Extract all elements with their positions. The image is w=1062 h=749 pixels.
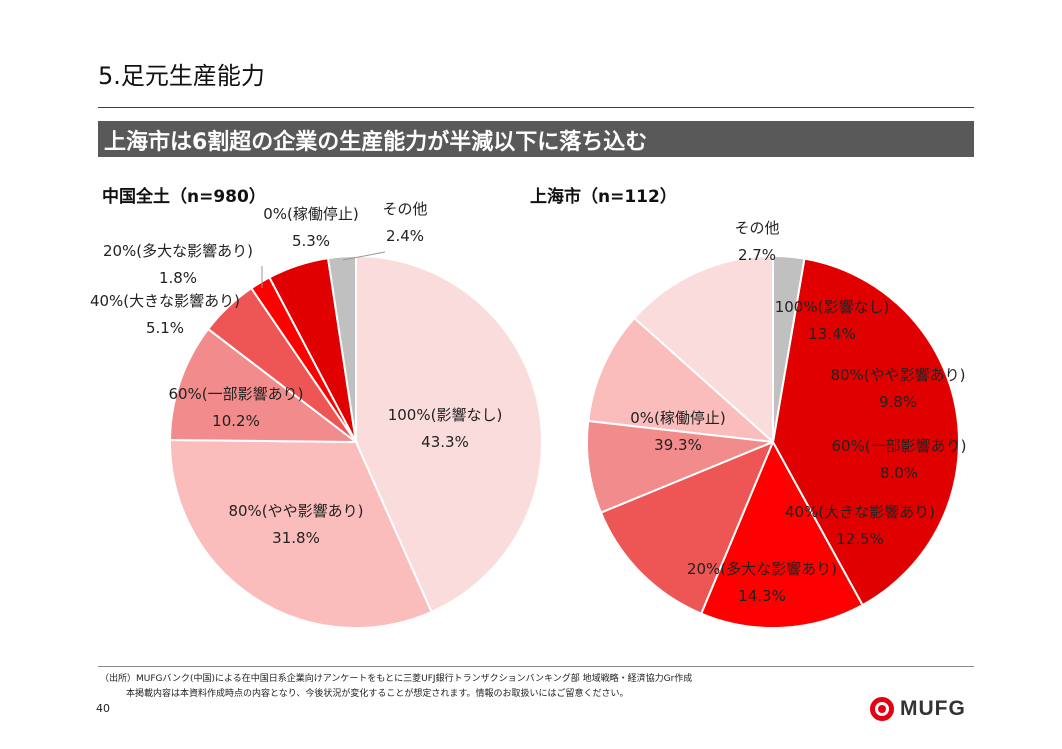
slice-value-label: 12.5% — [836, 530, 884, 548]
pie-slice — [168, 327, 359, 444]
slice-category-label: 40%(大きな影響あり) — [785, 503, 935, 521]
slice-value-label: 1.8% — [159, 269, 197, 287]
slice-value-label: 2.4% — [386, 227, 424, 245]
slice-category-label: 80%(やや影響あり) — [830, 366, 965, 384]
pie-slice — [586, 419, 774, 514]
slice-category-label: 20%(多大な影響あり) — [103, 242, 253, 260]
slice-category-label: 20%(多大な影響あり) — [687, 560, 837, 578]
pie-slice — [355, 254, 544, 614]
slice-value-label: 5.1% — [146, 319, 184, 337]
slice-category-label: 100%(影響なし) — [775, 298, 890, 316]
title-divider — [98, 107, 974, 108]
slice-value-label: 31.8% — [272, 529, 320, 547]
slice-value-label: 13.4% — [808, 325, 856, 343]
slice-category-label: 80%(やや影響あり) — [228, 502, 363, 520]
slice-value-label: 39.3% — [654, 436, 702, 454]
footer-divider — [98, 666, 974, 667]
mufg-logo: MUFG — [870, 696, 970, 722]
pie-slice — [587, 316, 777, 444]
headline-text: 上海市は6割超の企業の生産能力が半減以下に落ち込む — [104, 130, 648, 155]
pie-slice — [632, 254, 774, 445]
slice-category-label: 100%(影響なし) — [388, 406, 503, 424]
slice-value-label: 2.7% — [738, 246, 776, 264]
pie-slice — [699, 439, 864, 629]
pie-slice — [772, 254, 806, 443]
slice-category-label: 0%(稼働停止) — [263, 205, 359, 223]
headline-banner: 上海市は6割超の企業の生産能力が半減以下に落ち込む — [98, 121, 974, 157]
slice-value-label: 5.3% — [292, 232, 330, 250]
mufg-logo-text: MUFG — [900, 697, 966, 720]
slice-value-label: 8.0% — [880, 464, 918, 482]
slice-category-label: 40%(大きな影響あり) — [90, 292, 240, 310]
pie-slice — [599, 440, 775, 615]
page-number: 40 — [96, 702, 110, 715]
mufg-logo-icon — [870, 697, 894, 721]
slice-category-label: 60%(一部影響あり) — [831, 437, 966, 455]
source-note: （出所）MUFGバンク(中国)による在中国日系企業向けアンケートをもとに三菱UF… — [100, 674, 693, 684]
slice-value-label: 9.8% — [879, 393, 917, 411]
slice-value-label: 14.3% — [738, 587, 786, 605]
slice-category-label: 0%(稼働停止) — [630, 409, 726, 427]
slice-category-label: その他 — [734, 219, 779, 237]
pie-slice — [169, 438, 433, 630]
slice-value-label: 10.2% — [212, 412, 260, 430]
pie-slice — [771, 257, 960, 607]
pie-slice — [326, 254, 357, 443]
pie-shanghai: 100%(影響なし) 13.4% 80%(やや影響あり) 9.8% 60%(一部影響あり… — [586, 219, 967, 629]
slice-category-label: 60%(一部影響あり) — [168, 385, 303, 403]
slice-category-label: その他 — [382, 200, 427, 218]
slice-value-label: 43.3% — [421, 433, 469, 451]
disclaimer-note: 本掲載内容は本資料作成時点の内容となり、今後状況が変化することが想定されます。情… — [126, 689, 629, 699]
pie-china: 100%(影響なし) 43.3% 80%(やや影響あり) 31.8% 60%(一部影響あ… — [90, 200, 544, 630]
leader-line — [342, 251, 386, 261]
chart-title-shanghai: 上海市（n=112） — [530, 187, 677, 207]
chart-title-china: 中国全土（n=980） — [102, 187, 266, 207]
page-title: 5.足元生産能力 — [98, 62, 265, 90]
